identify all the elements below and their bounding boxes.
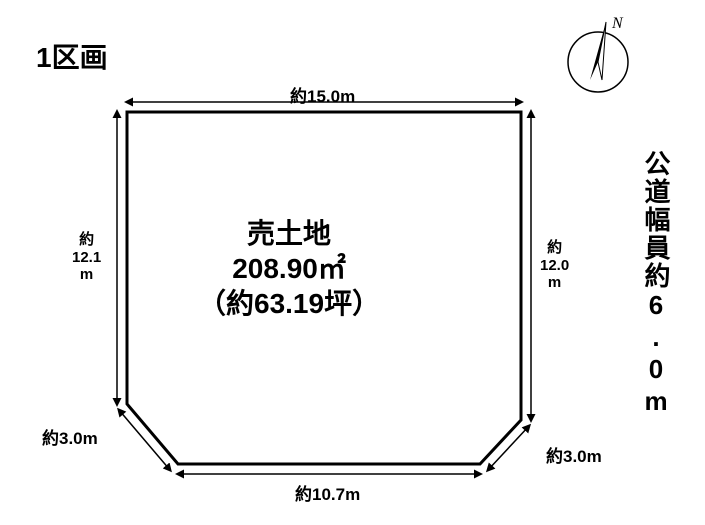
dim-right: 約12.0m [540, 236, 569, 291]
land-area-tsubo: （約63.19坪） [198, 286, 380, 321]
dim-bl: 約3.0m [42, 424, 98, 449]
dim-top: 約15.0m [290, 82, 355, 107]
dim-br: 約3.0m [546, 442, 602, 467]
land-info: 売土地 208.90㎡ （約63.19坪） [198, 216, 380, 321]
dim-bottom: 約10.7m [295, 480, 360, 505]
svg-text:N: N [611, 15, 624, 32]
land-area-m2: 208.90㎡ [198, 251, 380, 286]
compass-icon: N [568, 15, 628, 92]
road-width-label: 公道幅員約6.0m [638, 150, 675, 418]
page-title: 1区画 [36, 36, 108, 76]
diagram-page: N 1区画 約15.0m 約12.0m 約12.1m 約3.0m 約3.0m 約… [0, 0, 705, 525]
land-title: 売土地 [198, 216, 380, 251]
dim-left: 約12.1m [72, 228, 101, 283]
